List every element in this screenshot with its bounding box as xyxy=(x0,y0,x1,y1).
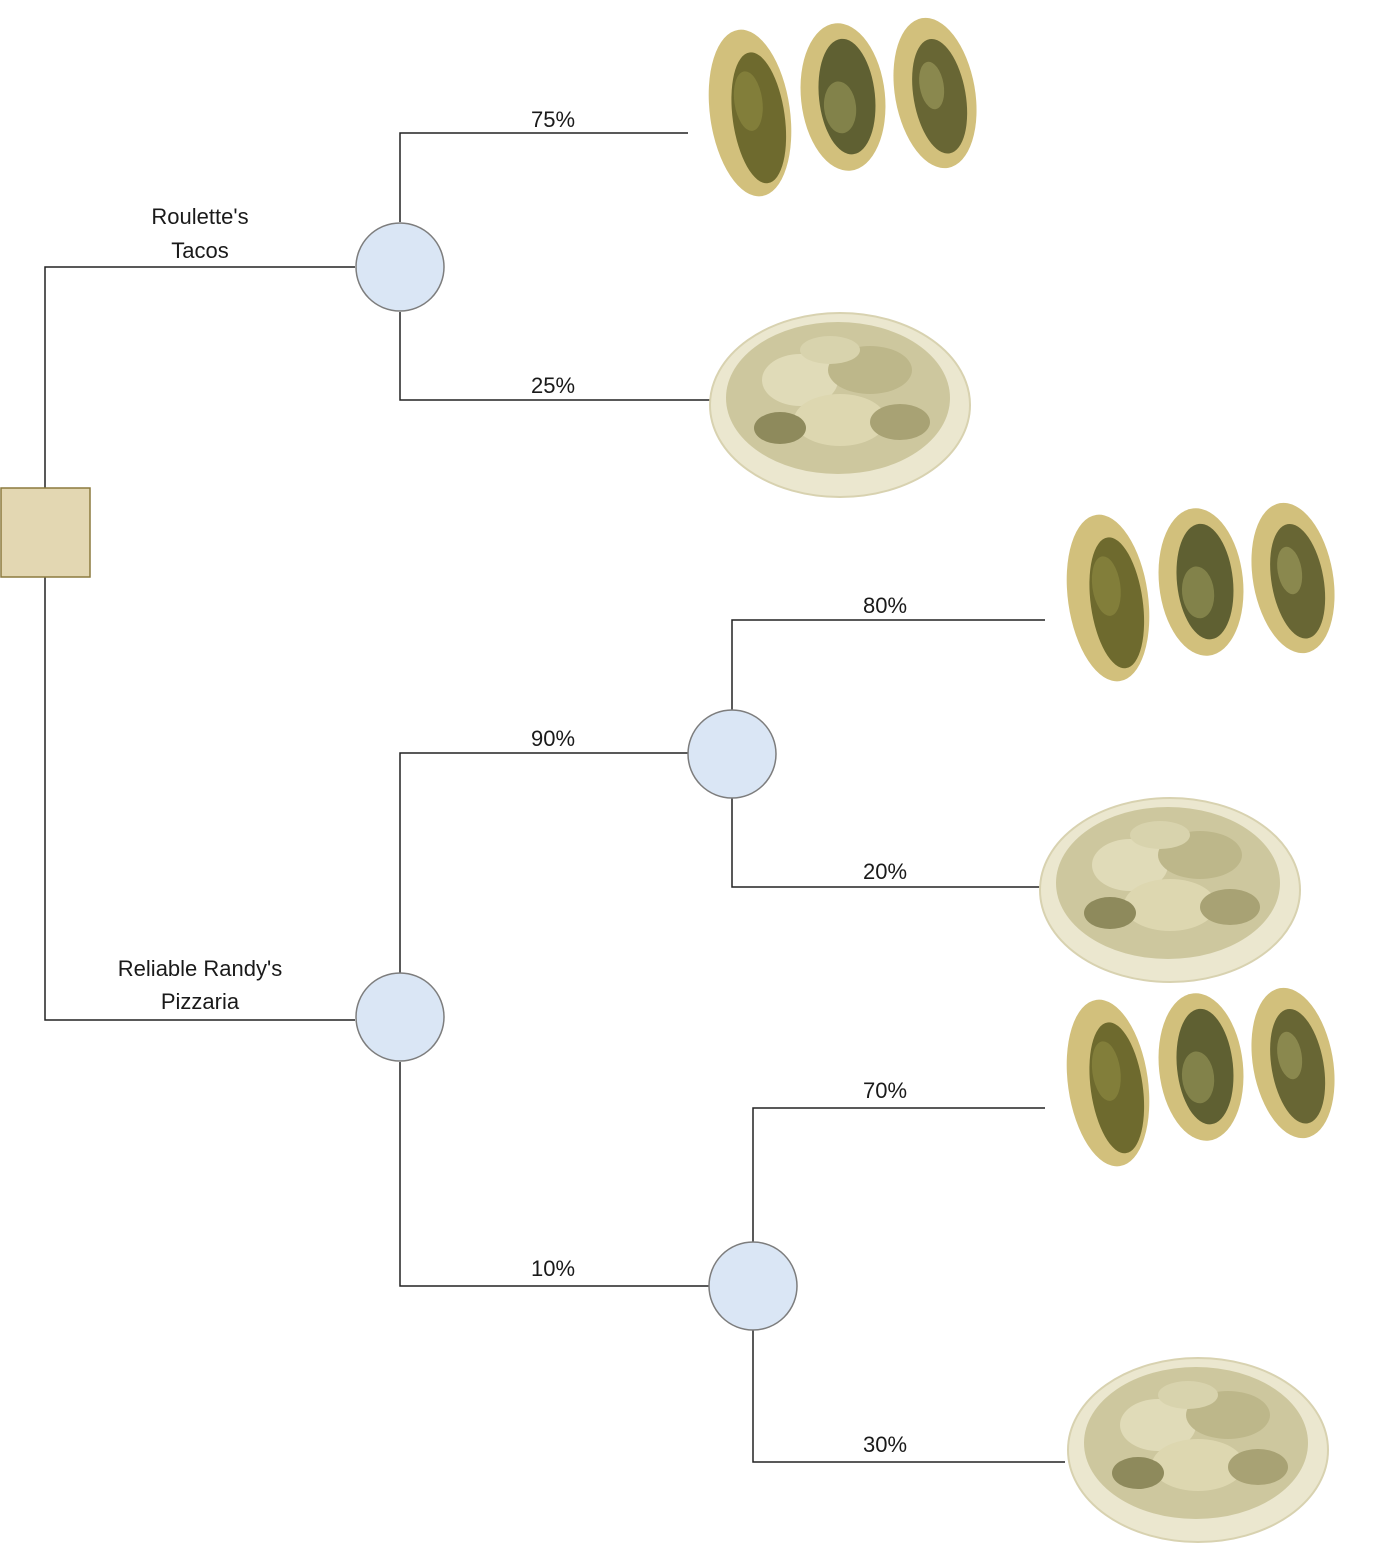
tree-edges xyxy=(44,132,1065,1463)
probability-label: 20% xyxy=(863,859,907,884)
edge-b-90 xyxy=(399,752,688,975)
edge-d-30 xyxy=(752,1330,1065,1463)
edge-a-75 xyxy=(399,132,688,222)
probability-label: 80% xyxy=(863,593,907,618)
option-label-tacos-line1: Roulette's xyxy=(151,204,248,229)
chance-node-tacos xyxy=(355,222,445,312)
probability-label: 10% xyxy=(531,1256,575,1281)
chance-node-pizzaria-lower xyxy=(708,1241,798,1331)
tacos-image xyxy=(1056,981,1346,1172)
edge-decision-down xyxy=(44,577,355,1021)
chance-node-pizzaria-upper xyxy=(687,709,777,799)
probability-label: 90% xyxy=(531,726,575,751)
probability-label: 25% xyxy=(531,373,575,398)
tacos-image xyxy=(1056,496,1346,687)
option-label-tacos-line2: Tacos xyxy=(171,238,228,263)
probability-label: 30% xyxy=(863,1432,907,1457)
option-label-pizzaria-line1: Reliable Randy's xyxy=(118,956,282,981)
edge-c-80 xyxy=(731,619,1045,710)
edge-decision-up xyxy=(44,266,355,488)
edge-c-20 xyxy=(731,798,1045,888)
edge-b-10 xyxy=(399,1062,710,1287)
tacos-image xyxy=(698,11,988,202)
salad-plate-image xyxy=(1067,1357,1329,1543)
option-label-pizzaria-line2: Pizzaria xyxy=(161,989,240,1014)
probability-label: 70% xyxy=(863,1078,907,1103)
salad-plate-image xyxy=(1039,797,1301,983)
edge-d-70 xyxy=(752,1107,1045,1242)
probability-label: 75% xyxy=(531,107,575,132)
decision-node xyxy=(0,487,91,578)
chance-node-pizzaria xyxy=(355,972,445,1062)
salad-plate-image xyxy=(709,312,971,498)
edge-a-25 xyxy=(399,312,710,401)
